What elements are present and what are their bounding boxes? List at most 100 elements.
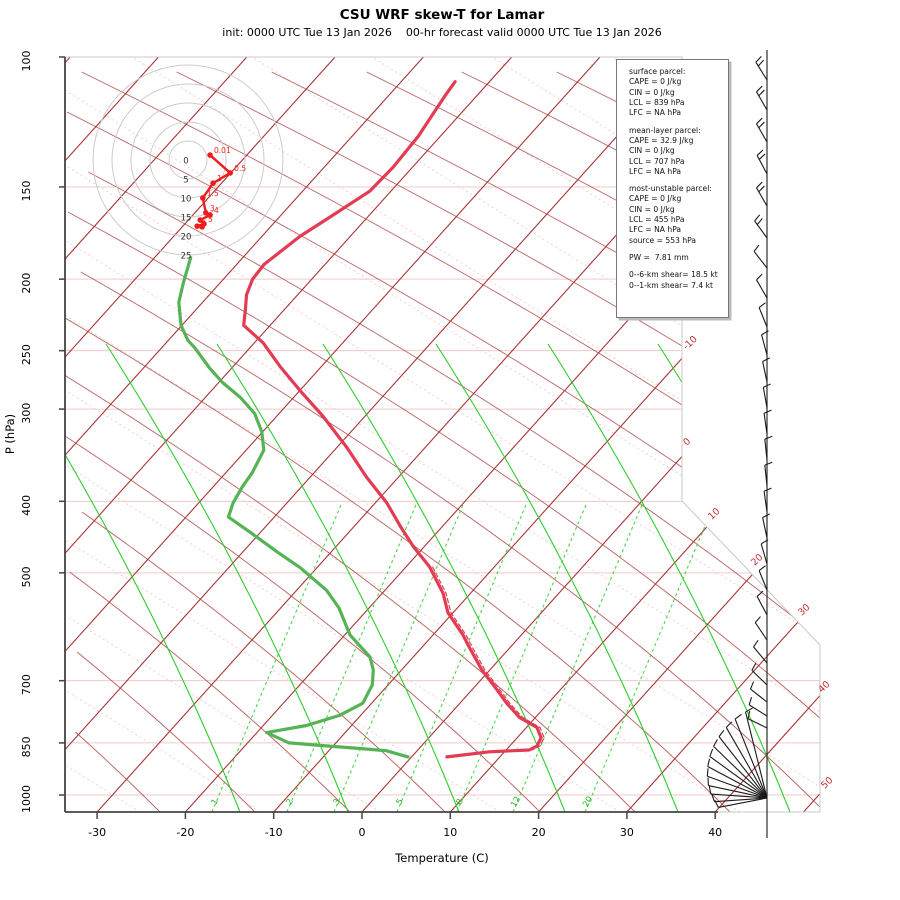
moist-adiabat-line — [216, 343, 460, 812]
wind-barb-tick — [762, 357, 771, 362]
isotherm-line — [538, 57, 820, 812]
faint-diagonal-line — [65, 57, 501, 812]
wind-barb — [718, 736, 768, 799]
wind-barb — [754, 622, 768, 641]
wind-barb-tick — [756, 181, 763, 189]
wind-barb — [760, 543, 768, 565]
mixing-ratio-label: 2 — [285, 797, 296, 807]
info-section: surface parcel: CAPE = 0 J/kg CIN = 0 J/kg… — [629, 67, 728, 119]
mixing-ratio-line — [396, 504, 527, 812]
x-axis-title: Temperature (C) — [394, 851, 489, 865]
hodograph-point — [199, 224, 205, 230]
info-line: PW = 7.81 mm — [629, 253, 689, 262]
mixing-ratio-line — [211, 504, 342, 812]
wind-barb — [756, 155, 768, 175]
wind-barb — [707, 775, 768, 799]
wind-barb — [756, 596, 768, 616]
wind-barb — [764, 439, 768, 461]
wind-barb-tick — [758, 121, 765, 129]
wind-barb-tick — [747, 710, 751, 719]
wind-barb-tick — [718, 729, 725, 737]
moist-adiabat-line — [767, 343, 820, 812]
wind-barb-tick — [762, 513, 771, 518]
faint-diagonal-line — [65, 57, 261, 812]
dry-adiabat-line — [746, 71, 820, 812]
moist-adiabat-line — [547, 343, 791, 812]
wind-barb — [756, 91, 768, 111]
wind-barb-tick — [764, 435, 773, 440]
pressure-tick-label: 1000 — [20, 785, 33, 813]
wind-barb — [756, 279, 768, 299]
mixing-ratio-label: 3 — [332, 797, 343, 807]
wind-barb — [707, 766, 768, 799]
dry-adiabat-line — [65, 311, 731, 812]
hodograph-point — [200, 195, 206, 201]
mixing-ratio-label: 5 — [395, 797, 406, 807]
dry-adiabat-line — [81, 511, 446, 812]
wind-barb-tick — [707, 758, 711, 767]
faint-diagonal-line — [65, 57, 141, 812]
wind-barb — [762, 387, 768, 409]
info-line: LFC = NA hPa — [629, 225, 682, 235]
wind-barb — [709, 755, 768, 799]
hodograph-point — [203, 210, 209, 216]
wind-barb-tick — [725, 721, 733, 728]
dry-adiabat-line — [366, 71, 820, 812]
parcel-info-box: surface parcel: CAPE = 0 J/kg CIN = 0 J/kg… — [616, 59, 729, 318]
info-line: LCL = 839 hPa — [629, 97, 685, 107]
info-section: most-unstable parcel: CAPE = 0 J/kg CIN = … — [629, 184, 728, 246]
info-line: LCL = 707 hPa — [629, 156, 685, 166]
moist-adiabat-line — [435, 343, 679, 812]
isotherm-line — [714, 57, 820, 812]
wind-barb-tick — [711, 793, 715, 802]
wind-barb-tick — [756, 590, 764, 597]
wind-barb-tick — [754, 616, 761, 623]
wind-barb-tick — [734, 713, 742, 720]
x-tick-label: 30 — [620, 826, 634, 839]
isotherm-line — [273, 57, 820, 812]
wind-barb — [753, 251, 768, 269]
info-section: mean-layer parcel: CAPE = 32.9 J/kg CIN = … — [629, 126, 728, 178]
isotherm-line — [65, 57, 424, 812]
dry-adiabat-line — [176, 71, 820, 812]
wind-barb — [725, 727, 768, 799]
wind-barb — [714, 797, 768, 803]
isotherm-label: 30 — [796, 602, 812, 618]
wind-barb-tick — [709, 748, 714, 757]
pressure-tick-label: 700 — [20, 674, 33, 695]
mixing-ratio-line — [584, 504, 715, 812]
wind-barb-tick — [760, 539, 769, 545]
faint-diagonal-line — [65, 57, 621, 812]
pressure-tick-label: 850 — [20, 736, 33, 757]
wind-barb — [751, 670, 768, 686]
hodograph-ring — [130, 102, 246, 218]
dry-adiabat-line — [67, 211, 820, 812]
wind-barb — [748, 704, 768, 717]
wind-barb-tick — [748, 697, 753, 706]
wind-barb — [750, 688, 768, 703]
hodograph-point-label: 1.5 — [207, 189, 219, 198]
hodograph-point-label: 5 — [208, 215, 213, 224]
pressure-tick-label: 100 — [20, 51, 33, 72]
faint-diagonal-line — [852, 57, 900, 812]
wind-barb — [763, 491, 768, 513]
wind-barb — [761, 334, 768, 356]
isotherm-line — [65, 57, 689, 812]
mixing-ratio-label: 12 — [509, 795, 523, 809]
wind-barb-tick — [756, 273, 763, 281]
hodograph-point-label: 0.01 — [214, 146, 231, 155]
x-tick-label: -30 — [88, 826, 106, 839]
info-line: mean-layer parcel: — [629, 125, 701, 135]
dry-adiabat-line — [76, 651, 256, 812]
wind-barb-column — [706, 50, 773, 838]
hodograph-point — [227, 170, 233, 176]
isotherm-line — [626, 57, 820, 812]
isotherm-label: 0 — [681, 436, 693, 448]
isotherm-line — [65, 57, 513, 812]
wind-barb-tick — [713, 739, 718, 747]
hodograph-point — [207, 212, 213, 218]
hodograph-ring — [149, 121, 227, 199]
pressure-tick-label: 200 — [20, 273, 33, 294]
isotherm-label: -10 — [681, 334, 700, 353]
